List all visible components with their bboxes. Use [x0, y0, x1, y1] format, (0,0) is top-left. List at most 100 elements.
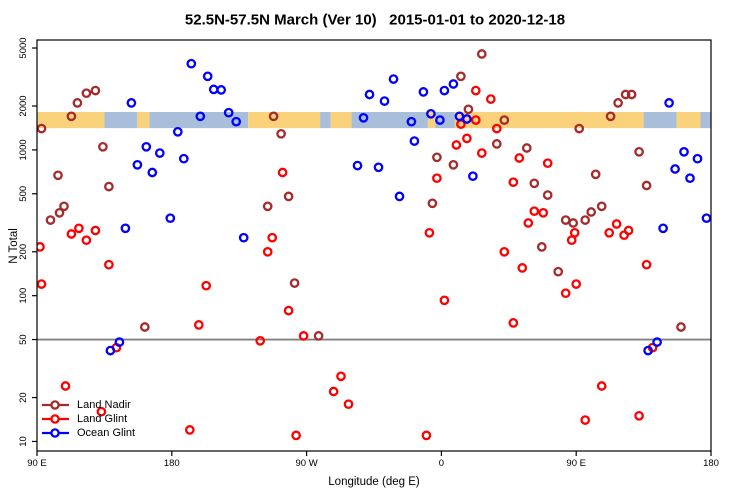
data-point	[701, 213, 711, 224]
data-point	[468, 171, 478, 182]
data-point	[571, 279, 582, 289]
data-point	[491, 123, 502, 134]
data-point	[476, 49, 487, 59]
data-point	[313, 331, 324, 341]
data-point	[676, 322, 686, 332]
data-point	[343, 399, 354, 410]
data-point	[432, 152, 442, 163]
data-point	[439, 85, 450, 96]
data-point	[223, 107, 234, 118]
data-point	[358, 112, 369, 123]
data-point	[517, 263, 528, 273]
data-point	[373, 162, 384, 173]
data-point	[201, 280, 212, 291]
map-band-segment-land	[137, 111, 150, 129]
data-point	[470, 115, 481, 125]
data-point	[439, 295, 450, 306]
data-point	[394, 191, 405, 202]
legend-label-land-nadir: Land Nadir	[77, 399, 131, 411]
x-tick-label: 180	[164, 458, 180, 469]
data-point	[427, 198, 438, 209]
data-point	[574, 123, 585, 134]
data-point	[448, 79, 459, 89]
data-point	[262, 246, 273, 257]
data-point	[268, 111, 279, 122]
data-point	[641, 259, 652, 270]
data-point	[81, 235, 92, 246]
data-point	[553, 266, 564, 277]
data-point	[66, 111, 77, 122]
y-tick-label: 100	[18, 288, 29, 304]
data-point	[59, 201, 69, 212]
data-point	[139, 322, 150, 332]
data-point	[604, 227, 615, 238]
data-point	[96, 406, 107, 417]
data-point	[328, 386, 339, 397]
legend-item-ocean-glint: Ocean Glint	[41, 426, 135, 440]
data-point	[72, 98, 83, 108]
data-point	[277, 167, 288, 178]
legend: Land Nadir Land Glint Ocean Glint	[41, 398, 135, 440]
data-point	[193, 320, 204, 330]
map-band-segment-ocean	[700, 111, 711, 129]
data-point	[298, 331, 309, 341]
data-point	[596, 201, 607, 212]
data-point	[424, 227, 435, 238]
plot-border	[36, 39, 712, 452]
data-point	[37, 242, 45, 252]
map-band-segment-land	[676, 111, 701, 129]
data-point	[670, 164, 680, 174]
data-point	[566, 235, 577, 246]
data-point	[462, 114, 472, 124]
data-point	[643, 345, 653, 356]
data-point	[54, 207, 65, 218]
data-point	[685, 173, 695, 184]
data-point	[336, 371, 346, 382]
data-point	[679, 146, 689, 157]
data-point	[231, 116, 242, 127]
data-point	[289, 278, 300, 288]
data-point	[542, 190, 553, 200]
data-point	[132, 159, 143, 170]
data-point	[426, 108, 436, 119]
data-point	[560, 288, 571, 299]
data-point	[172, 126, 183, 137]
x-tick-label: 90 E	[27, 458, 47, 469]
data-point	[178, 153, 189, 164]
data-point	[104, 259, 114, 270]
chart-title: 52.5N-57.5N March (Ver 10) 2015-01-01 to…	[184, 11, 566, 29]
legend-label-land-glint: Land Glint	[77, 413, 128, 425]
legend-item-land-nadir: Land Nadir	[41, 398, 135, 412]
data-point	[613, 98, 623, 108]
y-tick-label: 10	[18, 436, 29, 447]
data-point	[255, 335, 266, 346]
x-tick-label: 180	[703, 458, 719, 469]
data-point	[514, 153, 525, 163]
y-tick-label: 2000	[18, 95, 29, 116]
data-point	[147, 167, 158, 178]
data-point	[421, 430, 432, 441]
data-point	[664, 98, 674, 108]
map-band-segment-ocean	[643, 111, 677, 129]
data-point	[451, 140, 462, 150]
data-point	[98, 141, 108, 152]
data-point	[529, 206, 540, 217]
data-point	[626, 89, 637, 100]
data-point	[388, 74, 399, 84]
data-point	[568, 218, 579, 228]
data-point	[37, 123, 47, 134]
data-point	[560, 215, 571, 225]
data-point	[634, 410, 644, 421]
data-point	[463, 104, 474, 115]
data-point	[90, 85, 101, 96]
data-point	[658, 223, 668, 234]
data-point	[104, 181, 114, 192]
data-point	[186, 58, 197, 69]
x-axis-title: Longitude (deg E)	[328, 476, 420, 488]
data-point	[435, 115, 445, 125]
data-point	[456, 71, 466, 82]
data-point	[586, 207, 597, 217]
data-point	[283, 305, 294, 316]
data-point	[105, 345, 116, 356]
